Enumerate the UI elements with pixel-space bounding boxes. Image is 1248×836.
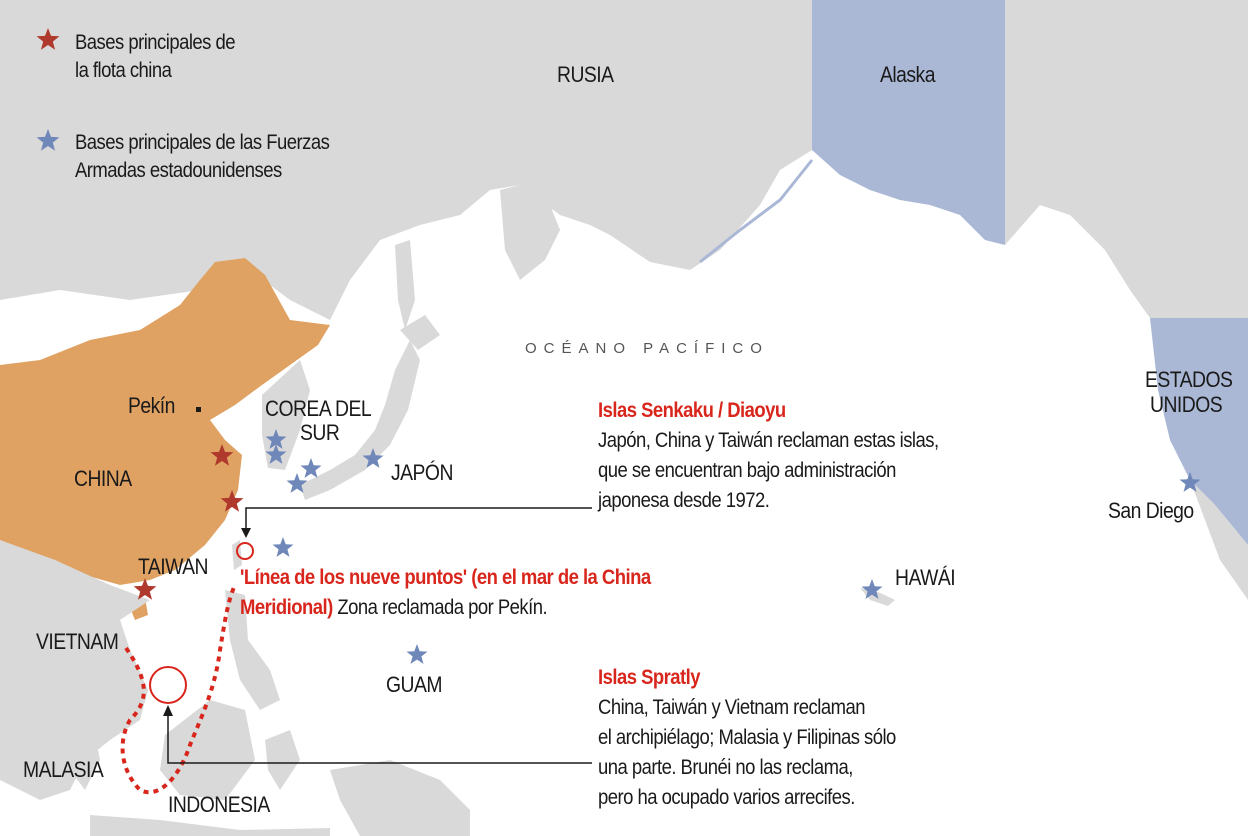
senkaku-arrowhead (241, 528, 251, 538)
usa-landmass (1150, 318, 1248, 545)
nine-dash-line (120, 584, 237, 795)
label-vietnam: VIETNAM (36, 629, 119, 654)
label-ocean: OCÉANO PACÍFICO (525, 340, 769, 357)
label-usa-line2: UNIDOS (1150, 392, 1223, 417)
senkaku-text-line1: Japón, China y Taiwán reclaman estas isl… (598, 429, 939, 452)
us-base-star-icon (265, 429, 287, 449)
label-malasia: MALASIA (23, 757, 104, 782)
label-japan: JAPÓN (391, 460, 453, 485)
us-base-star-icon (362, 448, 384, 468)
japan-landmass (300, 340, 420, 500)
sulawesi (265, 730, 300, 790)
indonesia-islands (90, 815, 330, 836)
label-alaska: Alaska (880, 62, 935, 87)
malay-peninsula (60, 710, 100, 790)
nine-dash-title-line2: Meridional) (240, 596, 333, 619)
alaska-landmass (812, 0, 1005, 245)
chinese-base-star-icon (133, 578, 157, 600)
nine-dash-line2: Meridional) Zona reclamada por Pekín. (240, 595, 548, 621)
nine-dash-text: Zona reclamada por Pekín. (332, 596, 548, 619)
pekin-dot (196, 407, 201, 412)
spratly-leader-line (167, 712, 592, 764)
label-russia: RUSIA (557, 62, 614, 87)
label-china: CHINA (74, 466, 132, 491)
us-base-star-icon (861, 579, 883, 599)
sakhalin (395, 240, 415, 330)
borneo (160, 700, 255, 800)
kamchatka (500, 180, 560, 280)
legend-us-base-star-icon (36, 129, 60, 151)
label-taiwan: TAIWAN (138, 554, 208, 579)
spratly-text-line2: el archipiélago; Malasia y Filipinas sól… (598, 726, 896, 749)
spratly-circle (149, 666, 187, 704)
philippines (225, 590, 280, 710)
hokkaido (400, 315, 440, 350)
spratly-arrowhead (163, 705, 173, 716)
legend-chinese-bases-line2: la flota china (75, 59, 172, 82)
senkaku-leader-line (245, 507, 592, 532)
aleutians (699, 159, 814, 264)
us-base-star-icon (265, 444, 287, 464)
label-pekin: Pekín (128, 393, 175, 418)
senkaku-title: Islas Senkaku / Diaoyu (598, 399, 786, 422)
legend-chinese-base-star-icon (36, 28, 60, 50)
label-hawaii: HAWÁI (895, 565, 956, 590)
chinese-base-star-icon (220, 490, 244, 512)
senkaku-text-line3: japonesa desde 1972. (598, 489, 770, 512)
senkaku-text-line2: que se encuentran bajo administración (598, 459, 896, 482)
chinese-base-star-icon (210, 444, 234, 466)
china-landmass (0, 258, 330, 585)
us-base-star-icon (1179, 472, 1201, 492)
label-san-diego: San Diego (1108, 498, 1194, 523)
label-guam: GUAM (386, 672, 443, 697)
spratly-title: Islas Spratly (598, 666, 701, 689)
mexico (1190, 480, 1248, 600)
spratly-text-line3: una parte. Brunéi no las reclama, (598, 756, 853, 779)
label-usa-line1: ESTADOS (1145, 367, 1233, 392)
legend-us-bases-line2: Armadas estadounidenses (75, 159, 282, 182)
canada-landmass (1005, 0, 1248, 318)
label-korea-line1: COREA DEL (265, 396, 372, 421)
label-indonesia: INDONESIA (168, 792, 270, 817)
new-guinea (330, 760, 470, 836)
us-base-star-icon (406, 644, 428, 664)
nine-dash-title-line1: 'Línea de los nueve puntos' (en el mar d… (240, 566, 651, 589)
legend-us-bases-line1: Bases principales de las Fuerzas (75, 131, 330, 154)
legend-chinese-bases-line1: Bases principales de (75, 31, 235, 54)
spratly-text-line4: pero ha ocupado varios arrecifes. (598, 786, 855, 809)
label-korea-line2: SUR (300, 420, 340, 445)
southeast-asia (0, 540, 150, 800)
us-base-star-icon (272, 537, 294, 557)
russia-landmass (0, 0, 812, 320)
spratly-text-line1: China, Taiwán y Vietnam reclaman (598, 696, 865, 719)
us-base-star-icon (286, 473, 308, 493)
us-base-star-icon (300, 458, 322, 478)
senkaku-circle (236, 542, 254, 560)
